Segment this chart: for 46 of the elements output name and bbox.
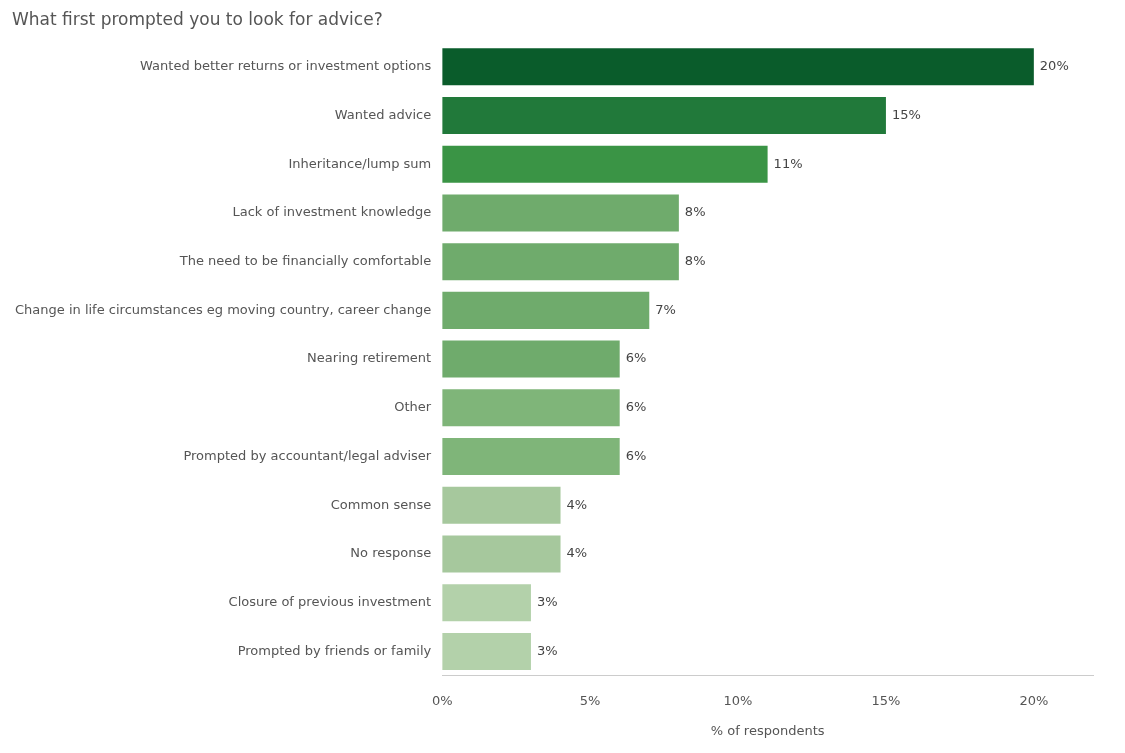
bar	[442, 389, 620, 427]
data-label: 6%	[625, 447, 647, 463]
data-label: 11%	[773, 155, 803, 171]
x-axis-title: % of respondents	[710, 722, 825, 738]
x-tick-label: 5%	[579, 692, 601, 708]
data-label: 6%	[625, 350, 647, 366]
data-label: 20%	[1039, 58, 1069, 74]
bar	[442, 486, 561, 524]
bar	[442, 145, 768, 183]
y-tick-label: No response	[350, 545, 432, 561]
bar	[442, 632, 531, 670]
data-label: 15%	[891, 106, 921, 122]
data-label: 8%	[684, 204, 706, 220]
bar	[442, 194, 679, 232]
y-tick-label: Wanted better returns or investment options	[140, 58, 432, 74]
y-tick-label: Closure of previous investment	[228, 594, 432, 610]
x-tick-label: 0%	[431, 692, 453, 708]
y-tick-label: Prompted by accountant/legal adviser	[183, 447, 432, 463]
y-tick-label: Inheritance/lump sum	[288, 155, 432, 171]
x-tick-label: 20%	[1019, 692, 1049, 708]
bar	[442, 438, 620, 476]
y-tick-label: Nearing retirement	[307, 350, 432, 366]
y-tick-label: Change in life circumstances eg moving country, career change	[14, 301, 432, 317]
data-label: 7%	[655, 301, 676, 317]
y-tick-label: Other	[394, 399, 432, 415]
bar	[442, 535, 561, 573]
bar	[442, 96, 886, 134]
data-label: 3%	[536, 594, 558, 610]
bar	[442, 291, 650, 329]
bar	[442, 340, 620, 378]
y-tick-label: Prompted by friends or family	[237, 642, 432, 658]
text: What first prompted you to look for advice?	[12, 8, 383, 29]
data-label: 4%	[566, 545, 588, 561]
data-label: 8%	[684, 253, 706, 269]
data-label: 3%	[536, 642, 558, 658]
y-tick-label: Wanted advice	[334, 106, 432, 122]
y-tick-label: Lack of investment knowledge	[232, 204, 432, 220]
bar	[442, 584, 531, 622]
data-label: 6%	[625, 399, 647, 415]
x-tick-label: 15%	[871, 692, 901, 708]
data-label: 4%	[566, 496, 588, 512]
bar	[442, 243, 679, 281]
x-tick-label: 10%	[723, 692, 753, 708]
bar	[442, 48, 1034, 86]
y-tick-label: Common sense	[330, 496, 432, 512]
y-tick-label: The need to be financially comfortable	[178, 253, 432, 269]
